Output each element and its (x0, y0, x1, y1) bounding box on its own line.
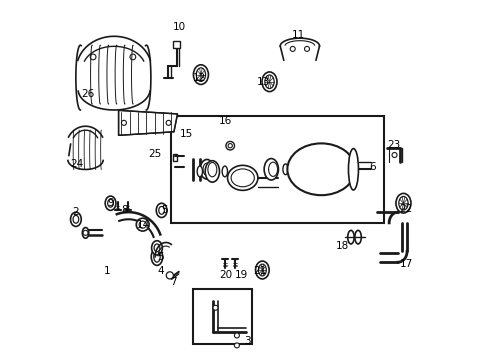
Text: 19: 19 (235, 270, 248, 280)
Ellipse shape (283, 164, 287, 175)
Ellipse shape (82, 228, 88, 238)
Circle shape (136, 218, 149, 231)
Circle shape (213, 305, 218, 310)
Circle shape (391, 153, 396, 157)
Text: 12: 12 (192, 73, 205, 83)
Ellipse shape (395, 193, 410, 213)
Text: 1: 1 (103, 266, 110, 276)
Circle shape (90, 54, 96, 60)
Ellipse shape (151, 241, 162, 255)
Circle shape (130, 54, 136, 60)
Circle shape (234, 343, 239, 348)
Polygon shape (118, 111, 177, 135)
Ellipse shape (105, 196, 116, 210)
Circle shape (121, 120, 126, 125)
Ellipse shape (156, 203, 166, 217)
Text: 18: 18 (335, 241, 348, 251)
Text: 3: 3 (244, 336, 250, 346)
Ellipse shape (200, 159, 213, 179)
Text: 15: 15 (180, 129, 193, 139)
Circle shape (290, 46, 295, 51)
Bar (192, 289, 251, 344)
Ellipse shape (287, 143, 354, 195)
Text: 26: 26 (81, 89, 95, 99)
Text: 23: 23 (386, 140, 400, 150)
Text: 9: 9 (107, 198, 114, 208)
Ellipse shape (348, 149, 358, 190)
Text: 22: 22 (399, 204, 412, 214)
Text: 10: 10 (172, 22, 185, 32)
Text: 11: 11 (291, 30, 305, 40)
Ellipse shape (354, 230, 361, 244)
Ellipse shape (193, 65, 208, 85)
Text: 5: 5 (157, 252, 163, 262)
Bar (171, 116, 383, 223)
Ellipse shape (205, 161, 219, 182)
Circle shape (166, 272, 173, 279)
Ellipse shape (264, 158, 278, 180)
Ellipse shape (255, 261, 268, 279)
Circle shape (225, 141, 234, 150)
Bar (173, 154, 177, 161)
Ellipse shape (227, 165, 257, 190)
Ellipse shape (222, 166, 227, 177)
Text: 25: 25 (147, 149, 161, 159)
Circle shape (304, 46, 309, 51)
Ellipse shape (151, 248, 163, 265)
Text: 20: 20 (219, 270, 232, 280)
Ellipse shape (197, 166, 202, 177)
Text: 16: 16 (219, 116, 232, 126)
Text: 5: 5 (161, 205, 167, 215)
Text: 21: 21 (252, 266, 265, 276)
Ellipse shape (347, 230, 353, 244)
Bar (173, 41, 180, 48)
Text: 8: 8 (121, 205, 127, 215)
Text: 7: 7 (170, 277, 177, 287)
Ellipse shape (262, 72, 276, 91)
Text: 13: 13 (256, 77, 269, 87)
Text: 4: 4 (157, 266, 163, 276)
Ellipse shape (70, 212, 81, 226)
Text: 2: 2 (72, 207, 79, 217)
Text: 6: 6 (368, 162, 375, 172)
Text: 14: 14 (137, 220, 150, 230)
Text: 17: 17 (399, 259, 412, 269)
Circle shape (166, 120, 171, 125)
Circle shape (234, 333, 239, 338)
Text: 24: 24 (70, 159, 83, 169)
